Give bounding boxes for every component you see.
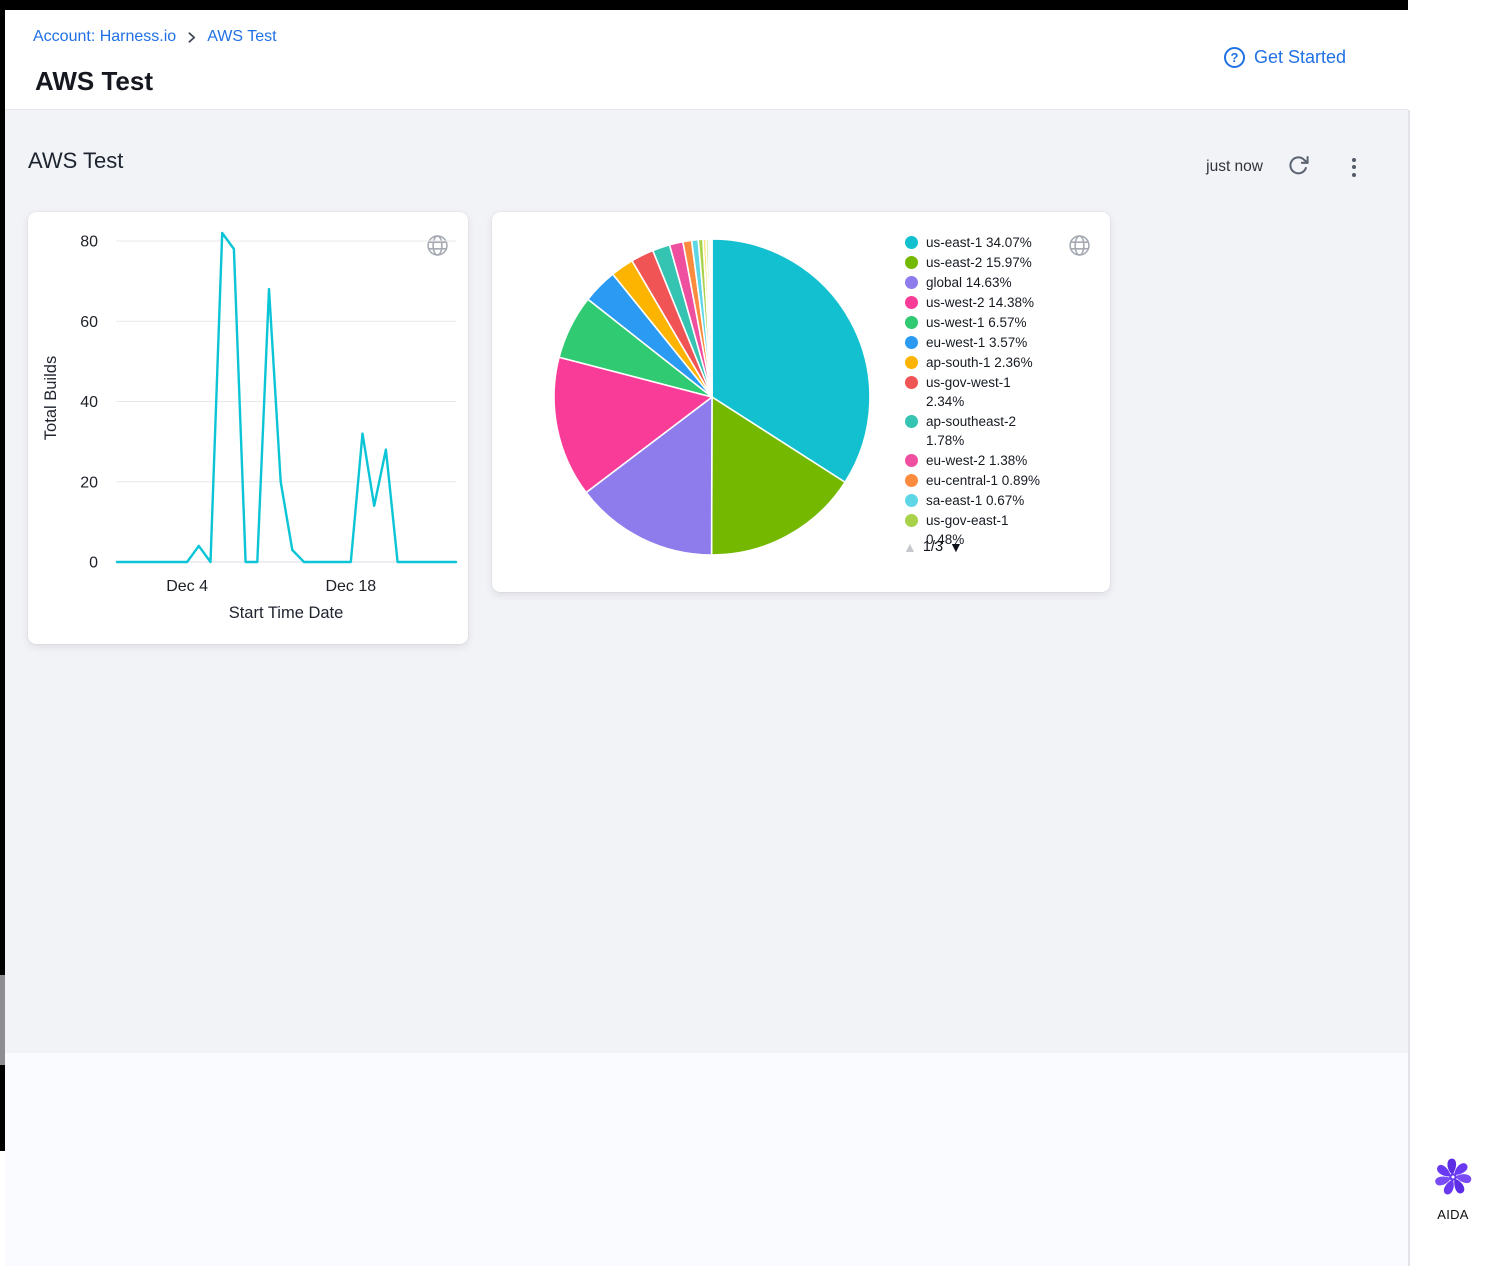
dashboard-controls: just now bbox=[1206, 154, 1360, 180]
get-started-label: Get Started bbox=[1253, 47, 1346, 67]
legend-swatch bbox=[905, 454, 918, 467]
legend-swatch bbox=[905, 474, 918, 487]
window-top-edge bbox=[0, 0, 1408, 10]
legend-item[interactable]: sa-east-1 0.67% bbox=[905, 491, 1067, 510]
legend-label: ap-southeast-2 1.78% bbox=[926, 414, 1017, 448]
legend-swatch bbox=[905, 336, 918, 349]
aida-label: AIDA bbox=[1437, 1207, 1469, 1222]
help-icon: ? bbox=[1223, 47, 1245, 68]
legend-item[interactable]: eu-west-1 3.57% bbox=[905, 333, 1067, 352]
pie-chart: us-east-1 34.07%us-east-2 15.97%global 1… bbox=[553, 238, 871, 556]
legend-label: us-west-1 6.57% bbox=[926, 315, 1027, 330]
chevron-right-icon bbox=[185, 31, 198, 44]
breadcrumb-account-link[interactable]: Account: Harness.io bbox=[33, 28, 177, 45]
pie-slice[interactable]: global 14.63% bbox=[585, 396, 713, 556]
y-tick-label: 0 bbox=[89, 555, 98, 572]
legend-swatch bbox=[905, 415, 918, 428]
pie-legend: us-east-1 34.07% us-east-2 15.97% global 1… bbox=[905, 233, 1067, 545]
legend-item[interactable]: us-gov-west-1 2.34% bbox=[905, 373, 1067, 411]
legend-item[interactable]: ap-southeast-2 1.78% bbox=[905, 412, 1067, 450]
dashboard-area: AWS Test just now bbox=[5, 110, 1408, 1053]
legend-swatch bbox=[905, 256, 918, 269]
legend-page-down-icon[interactable]: ▼ bbox=[949, 539, 963, 555]
legend-label: us-east-1 34.07% bbox=[926, 235, 1032, 250]
legend-label: us-west-2 14.38% bbox=[926, 295, 1035, 310]
aida-logo-icon bbox=[1435, 1158, 1472, 1195]
get-started-link[interactable]: ? Get Started bbox=[1223, 47, 1346, 68]
legend-page-indicator: 1/3 bbox=[922, 539, 944, 555]
legend-item[interactable]: global 14.63% bbox=[905, 273, 1067, 292]
dashboard-title: AWS Test bbox=[28, 148, 124, 173]
legend-label: us-east-2 15.97% bbox=[926, 255, 1032, 270]
more-options-button[interactable] bbox=[1348, 156, 1360, 179]
window-left-edge bbox=[0, 10, 5, 1151]
legend-pagination: ▲ 1/3 ▼ bbox=[903, 539, 963, 555]
pie-slice[interactable]: 0.16% bbox=[709, 238, 713, 398]
pie-slice[interactable]: us-east-2 15.97% bbox=[710, 396, 846, 556]
legend-swatch bbox=[905, 494, 918, 507]
pie-slice[interactable]: us-west-2 14.38% bbox=[553, 356, 713, 494]
scrollbar-thumb[interactable] bbox=[0, 975, 5, 1065]
legend-swatch bbox=[905, 376, 918, 389]
legend-swatch bbox=[905, 276, 918, 289]
legend-label: sa-east-1 0.67% bbox=[926, 493, 1025, 508]
legend-swatch bbox=[905, 514, 918, 527]
legend-swatch bbox=[905, 236, 918, 249]
legend-label: eu-central-1 0.89% bbox=[926, 473, 1041, 488]
pie-chart-card: us-east-1 34.07% us-east-2 15.97% global 1… bbox=[492, 212, 1110, 592]
legend-swatch bbox=[905, 316, 918, 329]
legend-item[interactable]: eu-central-1 0.89% bbox=[905, 471, 1067, 490]
line-chart: 0 20 40 60 80 Dec 4 Dec 18 Start Time Date Total… bbox=[42, 231, 458, 622]
y-tick-label: 20 bbox=[80, 474, 98, 491]
legend-label: global 14.63% bbox=[926, 275, 1012, 290]
right-rail: AIDA bbox=[1410, 0, 1496, 1266]
y-tick-label: 60 bbox=[80, 314, 98, 331]
x-axis-title: Start Time Date bbox=[229, 604, 344, 622]
breadcrumb: Account: Harness.io AWS Test bbox=[33, 28, 277, 46]
right-rail-divider bbox=[1408, 110, 1410, 1266]
legend-swatch bbox=[905, 356, 918, 369]
legend-label: us-gov-west-1 2.34% bbox=[926, 375, 1011, 409]
legend-label: eu-west-2 1.38% bbox=[926, 453, 1028, 468]
legend-label: us-gov-east-1 0.48% bbox=[926, 513, 1009, 545]
legend-swatch bbox=[905, 296, 918, 309]
legend-item[interactable]: us-east-2 15.97% bbox=[905, 253, 1067, 272]
globe-icon[interactable] bbox=[1068, 234, 1091, 257]
refresh-icon bbox=[1287, 154, 1310, 180]
line-chart-card: 0 20 40 60 80 Dec 4 Dec 18 Start Time Date Total… bbox=[28, 212, 468, 644]
legend-item[interactable]: ap-south-1 2.36% bbox=[905, 353, 1067, 372]
builds-series-line bbox=[115, 231, 458, 564]
refresh-button[interactable] bbox=[1287, 154, 1310, 180]
aida-widget[interactable]: AIDA bbox=[1410, 1158, 1496, 1222]
legend-item[interactable]: us-west-1 6.57% bbox=[905, 313, 1067, 332]
globe-icon[interactable] bbox=[426, 234, 449, 257]
last-refreshed: just now bbox=[1206, 158, 1263, 175]
y-tick-label: 80 bbox=[80, 234, 98, 251]
legend-item[interactable]: eu-west-2 1.38% bbox=[905, 451, 1067, 470]
x-tick-label: Dec 4 bbox=[166, 578, 208, 595]
legend-page-up-icon[interactable]: ▲ bbox=[903, 539, 917, 555]
x-tick-label: Dec 18 bbox=[325, 578, 376, 595]
y-axis-title: Total Builds bbox=[42, 356, 60, 440]
legend-item[interactable]: us-east-1 34.07% bbox=[905, 233, 1067, 252]
legend-label: ap-south-1 2.36% bbox=[926, 355, 1033, 370]
legend-item[interactable]: us-gov-east-1 0.48% bbox=[905, 511, 1067, 545]
breadcrumb-current-link[interactable]: AWS Test bbox=[207, 28, 277, 45]
page-header: Account: Harness.io AWS Test AWS Test ? … bbox=[5, 10, 1408, 110]
lower-band bbox=[5, 1053, 1408, 1266]
page-title: AWS Test bbox=[35, 66, 153, 96]
y-tick-label: 40 bbox=[80, 394, 98, 411]
legend-label: eu-west-1 3.57% bbox=[926, 335, 1028, 350]
app-window: Account: Harness.io AWS Test AWS Test ? … bbox=[5, 10, 1408, 1266]
legend-item[interactable]: us-west-2 14.38% bbox=[905, 293, 1067, 312]
kebab-icon bbox=[1348, 156, 1360, 179]
